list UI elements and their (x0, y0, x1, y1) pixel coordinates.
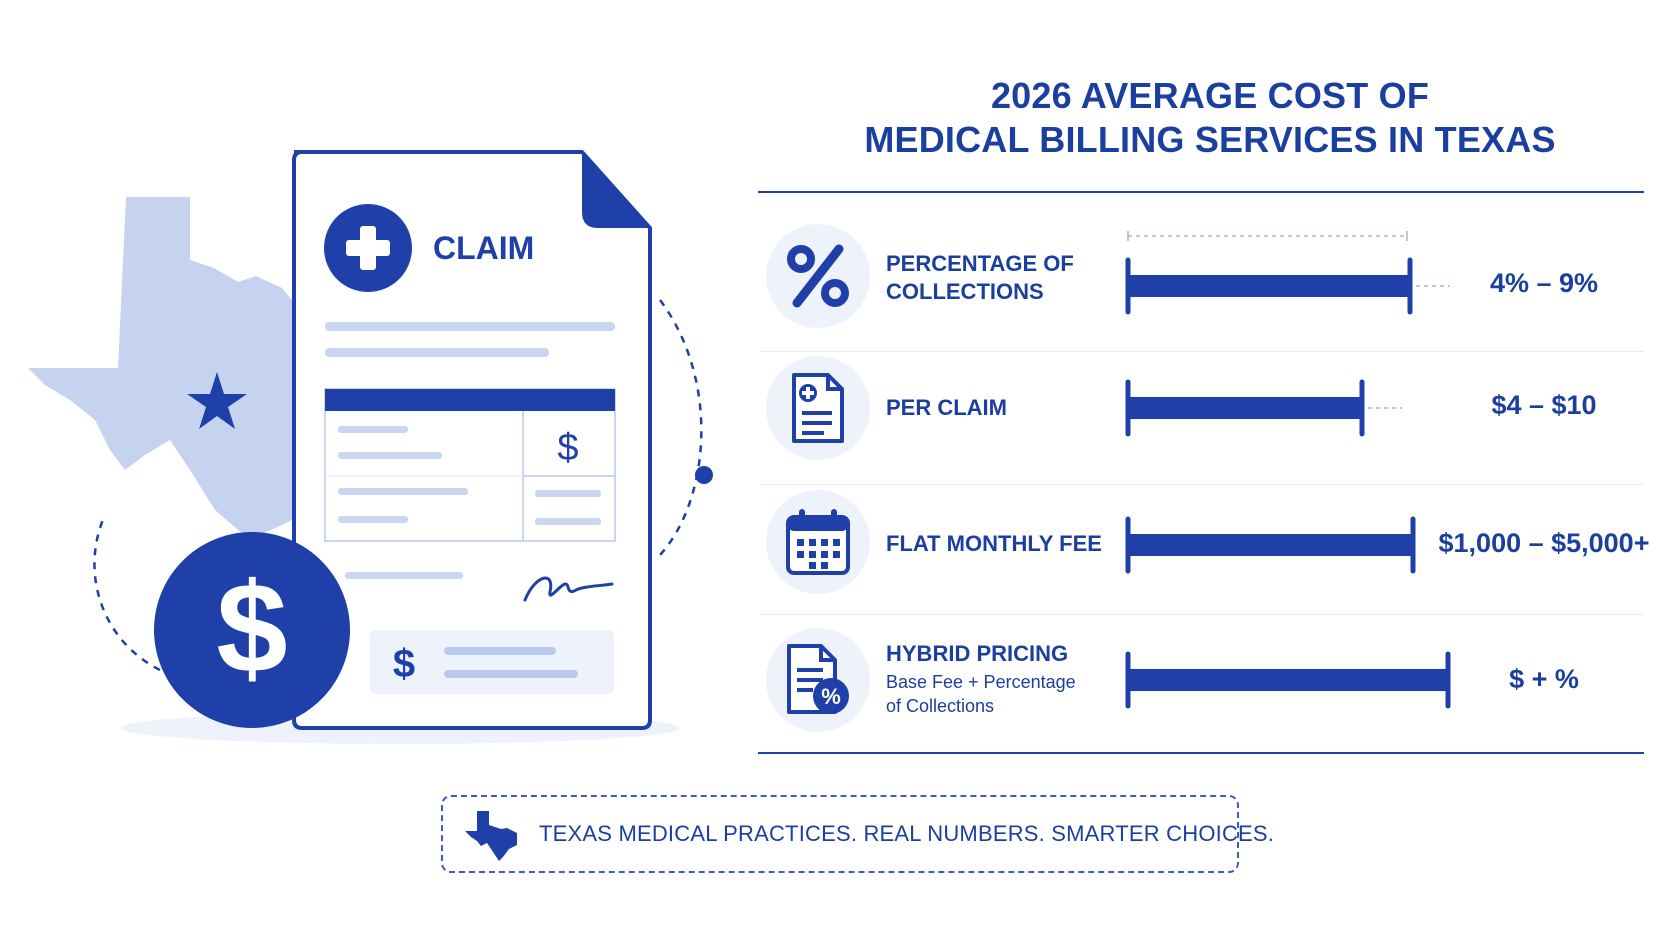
claim-document: CLAIM $ $ (292, 150, 652, 730)
signature (523, 576, 614, 602)
bottom-rule (758, 752, 1644, 754)
row-sublabel-line-1: Base Fee + Percentage (886, 672, 1076, 692)
row-separator (760, 484, 1644, 485)
calendar-icon (786, 509, 850, 575)
table-dollar-sign: $ (557, 427, 578, 469)
footer-banner: TEXAS MEDICAL PRACTICES. REAL NUMBERS. S… (441, 795, 1274, 873)
row-label-line-2: COLLECTIONS (886, 279, 1044, 304)
pricing-row-hybrid: % HYBRID PRICING Base Fee + Percentage o… (760, 624, 1644, 744)
row-separator (760, 614, 1644, 615)
row-label-line-1: PERCENTAGE OF (886, 251, 1074, 276)
document-percent-icon: % (787, 644, 849, 714)
title-line-1: 2026 AVERAGE COST OF (990, 75, 1430, 116)
range-bar (1128, 275, 1410, 297)
dollar-coin-icon (154, 532, 350, 728)
coin-dollar-sign: $ (216, 557, 287, 700)
range-bar (1128, 669, 1448, 691)
dashed-arc (658, 299, 703, 556)
arc-dot (695, 466, 713, 484)
claim-document-icon (792, 373, 844, 443)
row-value: $4 – $10 (1491, 390, 1597, 420)
texas-map-icon (465, 811, 517, 861)
title-line-2: MEDICAL BILLING SERVICES IN TEXAS (864, 119, 1556, 160)
pricing-row-per-claim: PER CLAIM $4 – $10 (760, 356, 1644, 476)
texas-map-silhouette (28, 197, 292, 540)
svg-text:%: % (821, 684, 841, 709)
row-sublabel-line-2: of Collections (886, 696, 995, 716)
billing-illustration: CLAIM $ $ $ (28, 150, 713, 744)
row-value: 4% – 9% (1489, 268, 1599, 298)
range-bar-container (1125, 651, 1451, 709)
range-bar-container (1125, 379, 1402, 437)
row-value: $1,000 – $5,000+ (1438, 528, 1650, 558)
row-label-line-1: HYBRID PRICING (886, 641, 1069, 666)
range-bar-container (1125, 231, 1450, 315)
footer-text: TEXAS MEDICAL PRACTICES. REAL NUMBERS. S… (539, 821, 1275, 846)
pricing-row-flat-monthly: FLAT MONTHLY FEE $1,000 – $5,000+ (760, 490, 1649, 610)
top-rule (758, 191, 1644, 193)
range-bar (1128, 534, 1413, 556)
page-title: 2026 AVERAGE COST OF MEDICAL BILLING SER… (760, 74, 1660, 162)
row-separator (760, 351, 1644, 352)
row-label-line-1: PER CLAIM (886, 395, 1007, 420)
row-value: $ + % (1509, 664, 1579, 694)
pricing-row-percentage: PERCENTAGE OF COLLECTIONS 4% – 9% (760, 216, 1644, 336)
range-bar-container (1125, 516, 1416, 574)
row-label-line-1: FLAT MONTHLY FEE (886, 531, 1102, 556)
star-icon (187, 372, 247, 429)
percent-icon (787, 244, 849, 308)
total-dollar-sign: $ (393, 642, 415, 686)
claim-label: CLAIM (433, 230, 534, 266)
range-bar (1128, 397, 1362, 419)
